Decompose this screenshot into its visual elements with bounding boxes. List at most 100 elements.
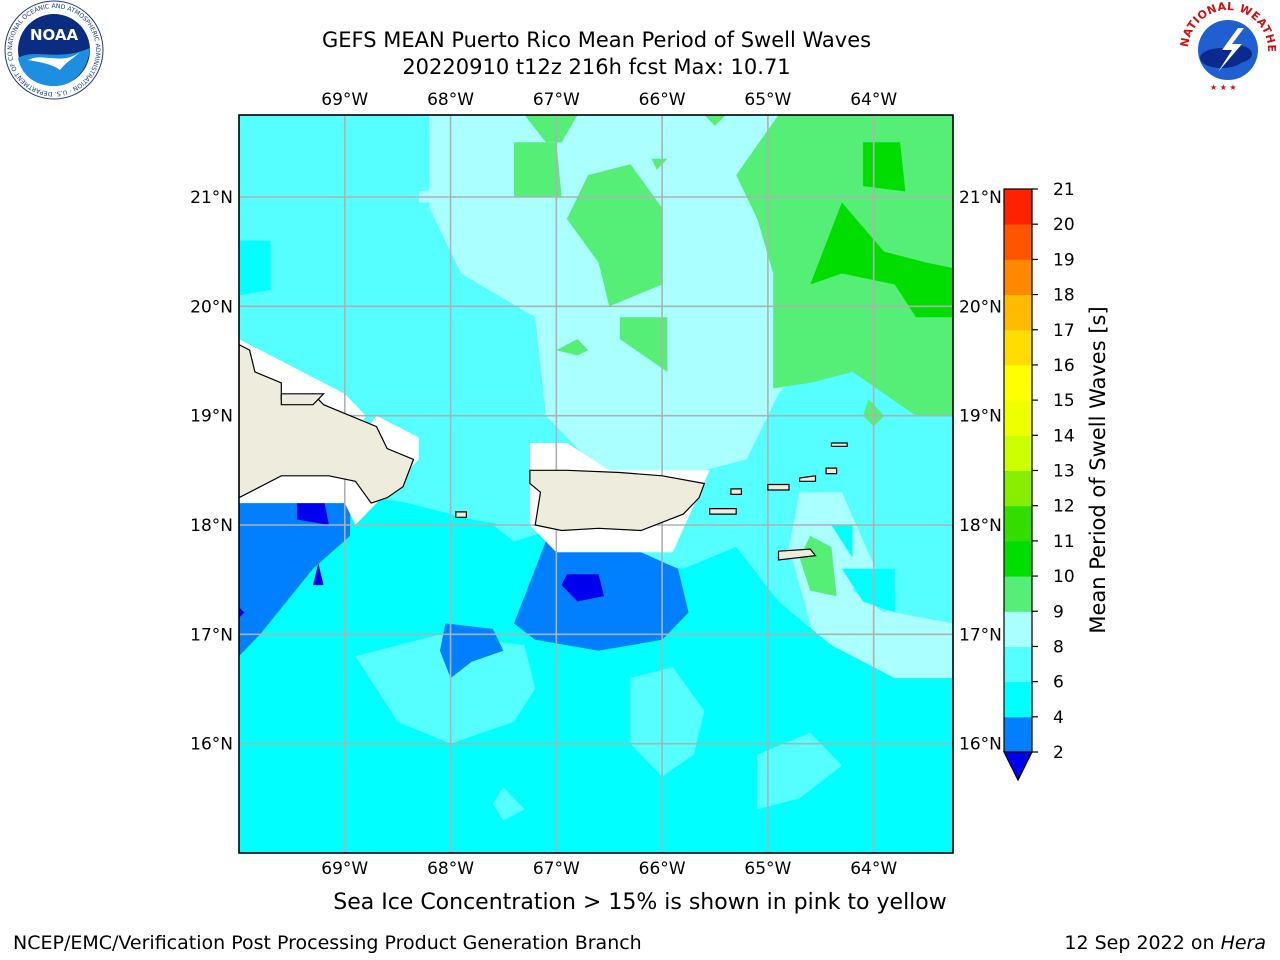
lat-tick-left: 16°N <box>190 735 233 755</box>
lon-tick-top: 65°W <box>744 90 791 110</box>
footer-machine: Hera <box>1220 932 1266 954</box>
colorbar-segment <box>1004 505 1032 542</box>
band-10-11 <box>863 142 906 192</box>
colorbar-segment <box>1004 540 1032 577</box>
lon-tick-top: 66°W <box>639 90 686 110</box>
colorbar-segment <box>1004 716 1032 753</box>
colorbar-tick-label: 21 <box>1053 180 1075 200</box>
colorbar-tick-label: 20 <box>1053 215 1075 235</box>
map-gridlines <box>239 115 953 853</box>
lon-tick-bottom: 64°W <box>850 859 897 879</box>
tortola-coast <box>798 475 817 482</box>
swell-period-field <box>239 115 953 853</box>
band-2-4 <box>239 497 351 657</box>
colorbar-segment <box>1004 189 1032 225</box>
colorbar-tick-label: 17 <box>1053 321 1075 341</box>
colorbar-segment <box>1004 259 1032 296</box>
colorbar-tick-label: 13 <box>1053 462 1075 482</box>
lon-tick-bottom: 65°W <box>744 859 791 879</box>
colorbar-tick-label: 4 <box>1053 708 1064 728</box>
st-croix-coast <box>777 548 817 561</box>
band-4-6 <box>239 240 271 296</box>
colorbar-tick-label: 15 <box>1053 391 1075 411</box>
colorbar-tick-label: 2 <box>1053 743 1064 763</box>
colorbar-segment <box>1004 646 1032 683</box>
band-9-10 <box>566 164 663 307</box>
band-6-8 <box>492 787 525 821</box>
band-under-2 <box>239 607 245 618</box>
lat-tick-right: 21°N <box>959 188 1002 208</box>
lat-tick-left: 21°N <box>190 188 233 208</box>
map-frame <box>238 114 954 854</box>
map-axis-labels: 69°W 69°W 68°W 68°W 67°W 67°W 66°W 66°W 65°W 65°W… <box>190 90 1002 879</box>
lat-tick-left: 19°N <box>190 407 233 427</box>
coastlines <box>239 343 848 561</box>
band-10-11 <box>810 202 953 318</box>
colorbar-tick-label: 18 <box>1053 286 1075 306</box>
band-9-10 <box>651 158 668 170</box>
lon-tick-top: 64°W <box>850 90 897 110</box>
culebra-coast <box>730 488 743 495</box>
lat-tick-left: 20°N <box>190 297 233 317</box>
colorbar-segment <box>1004 435 1032 471</box>
colorbar-segment <box>1004 470 1032 507</box>
lon-tick-bottom: 66°W <box>639 859 686 879</box>
colorbar-tick-label: 16 <box>1053 356 1075 376</box>
caption: Sea Ice Concentration > 15% is shown in … <box>333 890 947 915</box>
colorbar-tick-label: 14 <box>1053 426 1075 446</box>
virgin-gorda-coast <box>825 467 838 475</box>
hispaniola-coast <box>239 343 415 504</box>
footer-date-text: 12 Sep 2022 on <box>1064 932 1221 954</box>
chart-title: GEFS MEAN Puerto Rico Mean Period of Swe… <box>321 28 872 52</box>
band-under-2 <box>297 497 329 525</box>
svg-text:★ ★ ★: ★ ★ ★ <box>1210 83 1237 92</box>
st-thomas-coast <box>767 483 790 491</box>
colorbar-tick-label: 8 <box>1053 637 1064 657</box>
puerto-rico-coast <box>529 469 706 532</box>
nws-logo: NATIONAL WEATHER SERVICE ★ ★ ★ <box>1178 0 1278 98</box>
samana-bay-shore <box>280 393 326 406</box>
lat-tick-right: 19°N <box>959 407 1002 427</box>
band-4-6 <box>831 525 853 558</box>
band-9-10 <box>556 339 589 356</box>
lat-tick-left: 17°N <box>190 625 233 645</box>
band-9-10 <box>524 115 578 143</box>
lon-tick-top: 69°W <box>321 90 368 110</box>
noaa-logo-text: NOAA <box>30 26 79 44</box>
lat-tick-right: 16°N <box>959 735 1002 755</box>
band-4-6 <box>841 568 895 613</box>
band-2-4 <box>440 623 504 679</box>
band-9-10 <box>514 142 562 197</box>
colorbar-segment <box>1004 400 1032 436</box>
lon-tick-bottom: 68°W <box>427 859 474 879</box>
band-9-10 <box>704 115 726 126</box>
colorbar-segment <box>1004 294 1032 331</box>
band-9-10 <box>619 317 668 372</box>
lon-tick-top: 68°W <box>427 90 474 110</box>
colorbar-tick-label: 11 <box>1053 532 1075 552</box>
colorbar-tick-label: 10 <box>1053 567 1075 587</box>
colorbar-segment <box>1004 329 1032 366</box>
mona-island-coast <box>455 511 467 518</box>
colorbar-tick-label: 6 <box>1053 673 1064 693</box>
band-6-8 <box>630 667 705 777</box>
lon-tick-top: 67°W <box>533 90 580 110</box>
chart-subtitle: 20220910 t12z 216h fcst Max: 10.71 <box>402 55 791 79</box>
colorbar-extend-arrow <box>1003 751 1033 782</box>
colorbar-tick-label: 19 <box>1053 250 1075 270</box>
band-6-8 <box>355 634 536 744</box>
colorbar: 2 4 6 8 9 10 11 12 13 14 15 16 17 18 19 20 21 <box>1003 180 1075 782</box>
footer-date: 12 Sep 2022 on Hera <box>1064 932 1266 954</box>
noaa-logo: NATIONAL OCEANIC AND ATMOSPHERIC ADMINIS… <box>4 0 104 100</box>
band-under-2 <box>313 563 324 586</box>
anegada-coast <box>830 442 848 447</box>
colorbar-segment <box>1004 224 1032 260</box>
lon-tick-bottom: 69°W <box>321 859 368 879</box>
colorbar-tick-label: 12 <box>1053 497 1075 517</box>
colorbar-segment <box>1004 681 1032 718</box>
vieques-coast <box>709 508 737 515</box>
colorbar-segment <box>1004 364 1032 401</box>
lat-tick-right: 20°N <box>959 297 1002 317</box>
lat-tick-right: 18°N <box>959 516 1002 536</box>
